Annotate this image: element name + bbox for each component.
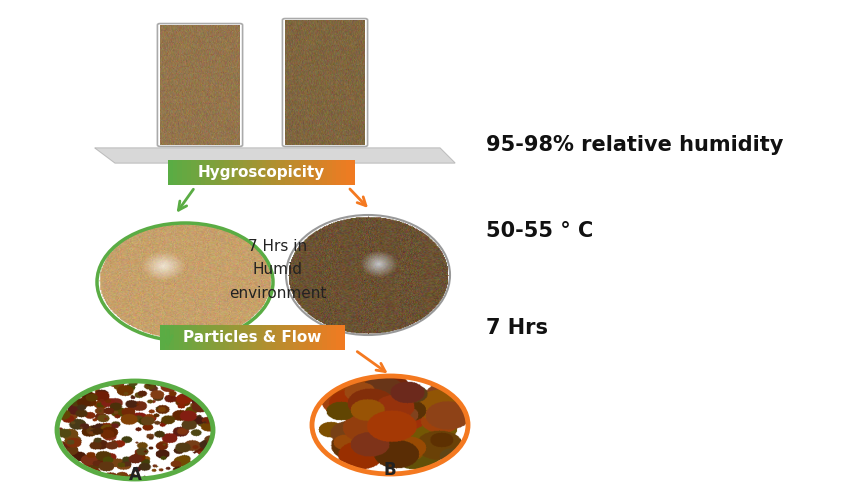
Bar xyxy=(257,160,262,185)
Bar xyxy=(271,160,276,185)
Text: Particles & Flow: Particles & Flow xyxy=(183,330,322,345)
Bar xyxy=(331,160,337,185)
Bar xyxy=(276,325,280,350)
Bar xyxy=(294,160,299,185)
Bar xyxy=(238,325,244,350)
Bar xyxy=(188,325,192,350)
Bar xyxy=(170,325,174,350)
Bar xyxy=(182,160,187,185)
Bar xyxy=(220,325,225,350)
Bar xyxy=(271,325,276,350)
Bar xyxy=(178,325,183,350)
Bar xyxy=(187,160,191,185)
Bar xyxy=(229,325,234,350)
Bar xyxy=(285,325,289,350)
Text: B: B xyxy=(384,461,396,479)
Bar xyxy=(308,325,313,350)
Bar xyxy=(313,325,317,350)
Bar xyxy=(308,160,313,185)
Bar xyxy=(234,325,238,350)
Bar xyxy=(210,160,214,185)
Bar xyxy=(341,160,345,185)
Bar xyxy=(183,325,188,350)
Bar xyxy=(168,160,173,185)
Bar xyxy=(345,160,350,185)
Text: 7 Hrs in
Humid
environment: 7 Hrs in Humid environment xyxy=(229,239,326,301)
Bar xyxy=(266,325,271,350)
Bar xyxy=(299,325,303,350)
Bar xyxy=(289,325,294,350)
Bar xyxy=(318,160,322,185)
Bar xyxy=(262,325,266,350)
Bar xyxy=(252,160,257,185)
Bar xyxy=(206,160,210,185)
Bar xyxy=(214,160,220,185)
Bar xyxy=(299,160,304,185)
Bar xyxy=(244,325,248,350)
Bar xyxy=(252,325,257,350)
Bar xyxy=(262,160,266,185)
Bar xyxy=(280,160,285,185)
Bar xyxy=(196,160,201,185)
Bar xyxy=(164,325,170,350)
Bar xyxy=(229,160,233,185)
Bar xyxy=(280,325,285,350)
Text: Hygroscopicity: Hygroscopicity xyxy=(198,165,325,180)
Bar xyxy=(327,160,331,185)
Bar xyxy=(247,160,252,185)
Bar xyxy=(313,160,318,185)
Bar xyxy=(257,325,262,350)
Bar xyxy=(350,160,355,185)
Bar xyxy=(331,325,336,350)
Text: 95-98% relative humidity: 95-98% relative humidity xyxy=(486,134,784,155)
Bar xyxy=(322,160,327,185)
Bar xyxy=(337,160,341,185)
Text: A: A xyxy=(128,466,141,482)
Bar xyxy=(326,325,331,350)
Bar xyxy=(294,325,299,350)
Polygon shape xyxy=(95,148,455,163)
Bar xyxy=(238,160,243,185)
Text: 50-55 ° C: 50-55 ° C xyxy=(486,221,594,241)
Bar xyxy=(233,160,238,185)
Bar xyxy=(177,160,182,185)
Bar xyxy=(266,160,271,185)
Bar xyxy=(224,160,229,185)
Bar xyxy=(322,325,326,350)
Bar xyxy=(243,160,247,185)
Bar xyxy=(225,325,229,350)
Bar xyxy=(220,160,224,185)
Bar xyxy=(289,160,294,185)
Bar xyxy=(197,325,201,350)
Bar xyxy=(304,160,308,185)
Bar xyxy=(340,325,345,350)
Bar xyxy=(276,160,280,185)
Bar xyxy=(303,325,308,350)
Bar xyxy=(215,325,220,350)
Bar xyxy=(191,160,196,185)
Bar xyxy=(201,325,207,350)
Bar xyxy=(173,160,177,185)
Bar xyxy=(207,325,211,350)
Bar xyxy=(285,160,289,185)
Bar xyxy=(317,325,322,350)
Bar xyxy=(211,325,215,350)
Text: 7 Hrs: 7 Hrs xyxy=(486,318,548,338)
Bar xyxy=(201,160,206,185)
Bar xyxy=(336,325,340,350)
Bar xyxy=(160,325,164,350)
Bar xyxy=(248,325,252,350)
Bar xyxy=(174,325,178,350)
Bar xyxy=(192,325,197,350)
